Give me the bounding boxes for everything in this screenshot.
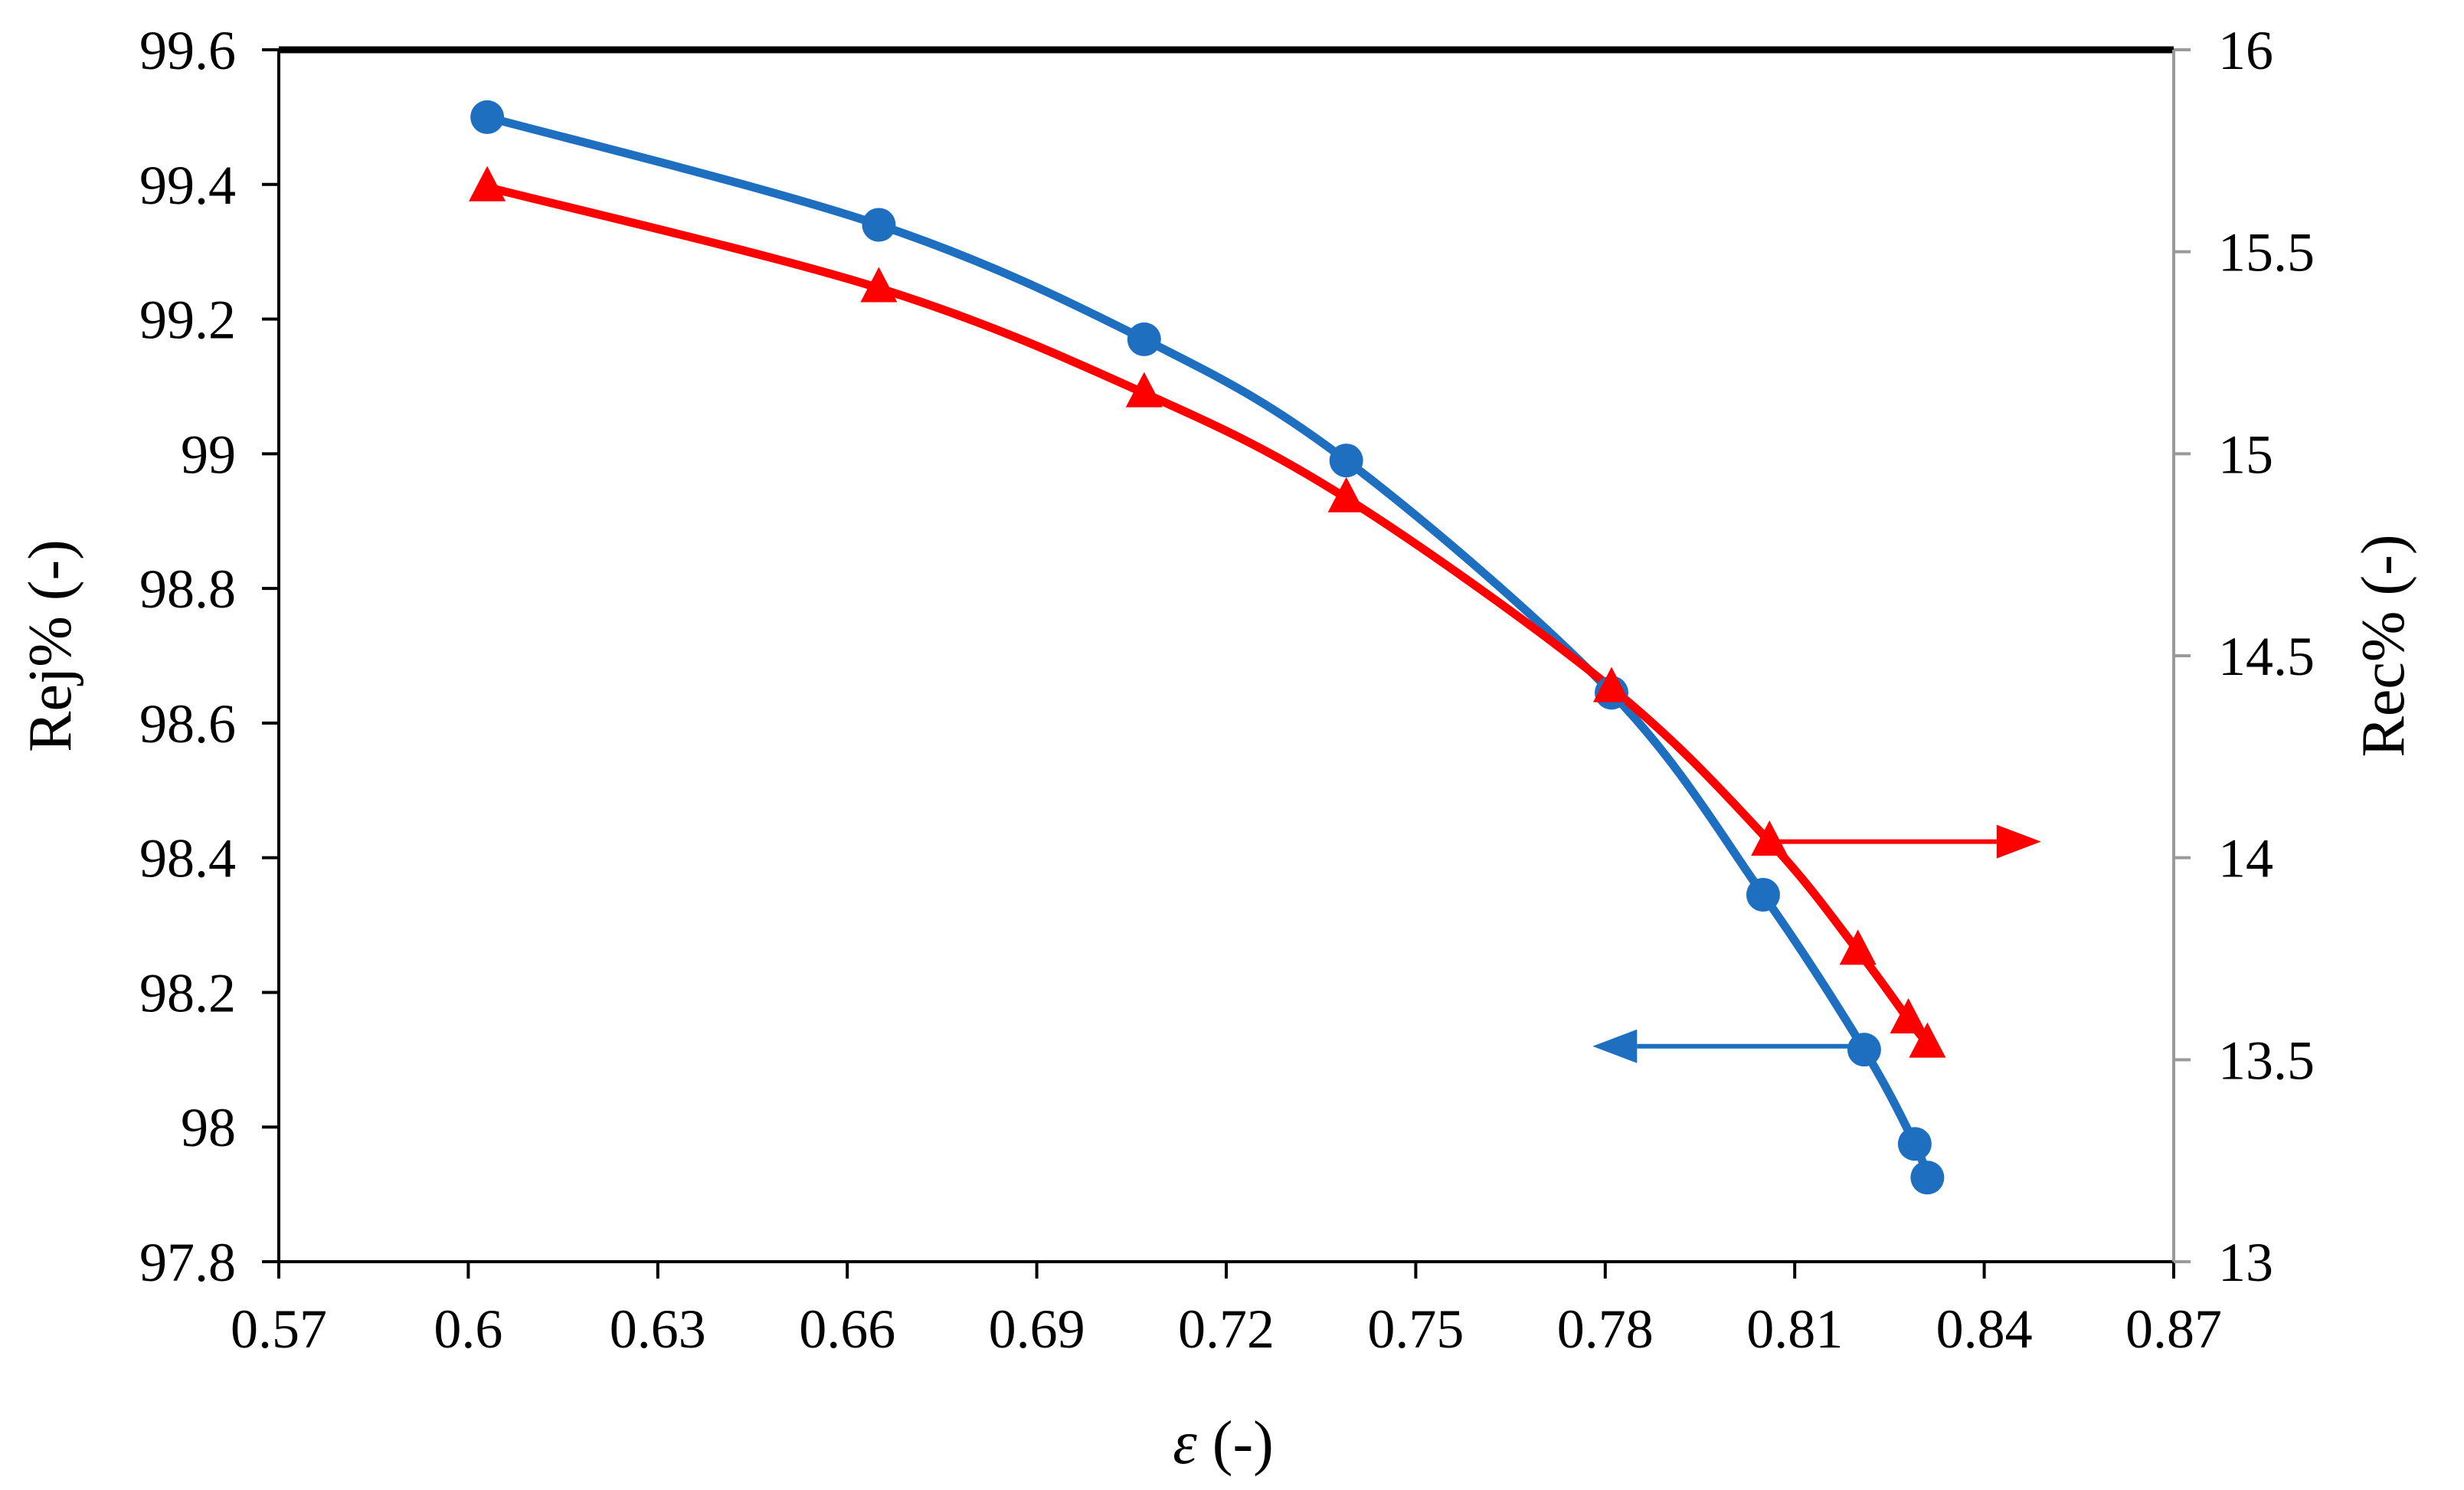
y-left-tick-label: 99.4 (139, 155, 236, 216)
y-left-tick-label: 99 (181, 424, 236, 485)
rec-data-point (1593, 666, 1630, 702)
x-tick-label: 0.69 (989, 1298, 1085, 1360)
y-right-tick-label: 14 (2218, 828, 2273, 889)
axes-layer: 0.57 0.6 0.63 0.66 0.69 0.72 0.75 0.78 0.81 0.84 0… (139, 20, 2315, 1360)
y-right-tick-label: 13 (2218, 1232, 2273, 1293)
y-right-axis-title: Rec% (-) (2350, 535, 2417, 758)
x-tick-label: 0.6 (434, 1298, 502, 1360)
x-tick-label: 0.75 (1367, 1298, 1464, 1360)
rec-data-point (1909, 1022, 1946, 1058)
marker-layer (469, 100, 1946, 1195)
rec-series-line (483, 182, 1932, 1048)
rec-data-point (469, 165, 506, 201)
rej-data-point (862, 208, 896, 242)
x-axis-title: ε (-) (1173, 1410, 1273, 1477)
rec-data-point (1839, 929, 1877, 965)
y-right-tick-label: 13.5 (2218, 1030, 2315, 1091)
arrow-head (1592, 1029, 1638, 1063)
rej-data-point (1910, 1161, 1945, 1195)
y-right-tick-label: 14.5 (2218, 626, 2315, 687)
rec-data-point (1751, 820, 1788, 856)
x-tick-label: 0.57 (231, 1298, 327, 1360)
y-left-tick-label: 98.2 (139, 962, 236, 1023)
x-tick-label: 0.84 (1936, 1298, 2033, 1360)
right-axis-indicator-arrow (1769, 824, 2041, 859)
y-left-tick-label: 98 (181, 1097, 236, 1158)
arrow-head (1996, 824, 2041, 859)
y-left-tick-label: 99.2 (139, 290, 236, 351)
y-left-tick-label: 98.6 (139, 693, 236, 755)
rec-data-point (1125, 372, 1163, 408)
rej-data-point (1897, 1127, 1932, 1161)
rej-series-line (483, 113, 1932, 1182)
y-right-tick-label: 16 (2218, 20, 2273, 81)
y-left-axis-title: Rej% (-) (17, 539, 84, 752)
y-left-tick-label: 99.6 (139, 20, 236, 81)
rej-data-point (470, 100, 505, 134)
series-layer (483, 113, 1932, 1182)
x-tick-label: 0.81 (1746, 1298, 1843, 1360)
rec-data-point (1327, 476, 1365, 512)
annotation-layer (1592, 824, 2041, 1063)
rej-data-point (1127, 322, 1161, 356)
rej-data-point (1746, 878, 1780, 912)
y-left-tick-label: 98.8 (139, 558, 236, 620)
y-left-tick-label: 97.8 (139, 1232, 236, 1293)
x-tick-label: 0.72 (1178, 1298, 1275, 1360)
y-left-tick-label: 98.4 (139, 828, 236, 889)
rec-data-point (860, 267, 898, 303)
x-tick-label: 0.78 (1557, 1298, 1654, 1360)
y-right-tick-label: 15.5 (2218, 222, 2315, 283)
rec-data-point (1890, 998, 1927, 1033)
y-right-tick-label: 15 (2218, 424, 2273, 485)
rej-data-point (1329, 444, 1363, 478)
rej-data-point (1847, 1033, 1881, 1067)
x-tick-label: 0.63 (610, 1298, 706, 1360)
x-tick-label: 0.66 (799, 1298, 895, 1360)
x-tick-label: 0.87 (2125, 1298, 2222, 1360)
left-axis-indicator-arrow (1592, 1029, 1864, 1063)
